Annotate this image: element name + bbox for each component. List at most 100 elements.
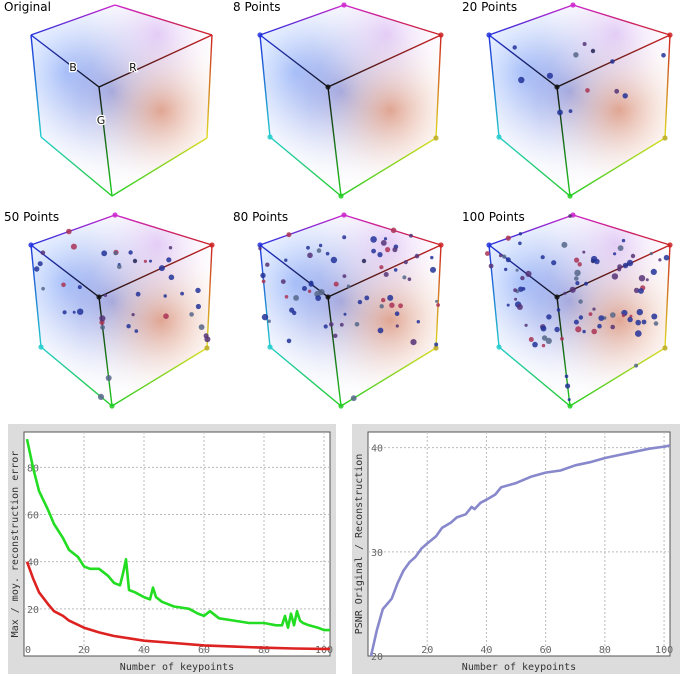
cube-edge: [664, 34, 671, 139]
cube-edge: [488, 4, 574, 36]
cube-edge: [327, 244, 442, 298]
color-sample-point: [149, 259, 152, 263]
color-sample-point: [626, 259, 634, 267]
color-sample-point: [433, 135, 439, 141]
color-sample-point: [582, 250, 586, 254]
cube-title: 80 Points: [233, 210, 289, 224]
color-sample-point: [109, 403, 115, 409]
color-sample-point: [578, 299, 583, 304]
cube-edge: [488, 244, 500, 348]
color-sample-point: [131, 313, 135, 317]
color-sample-point: [361, 258, 367, 264]
color-sample-point: [409, 233, 413, 238]
cube-axis-label-r: R: [129, 61, 137, 74]
color-sample-point: [577, 262, 582, 267]
color-sample-point: [286, 338, 292, 344]
color-sample-point: [96, 294, 102, 300]
color-sample-point: [339, 322, 344, 327]
color-sample-point: [641, 319, 647, 325]
color-sample-point: [506, 303, 510, 307]
rgb-cube-original: B R G: [30, 4, 213, 197]
color-sample-point: [545, 337, 552, 344]
color-sample-point: [663, 254, 670, 261]
cube-edge: [259, 214, 345, 246]
y-tick-label: 40: [27, 558, 39, 569]
cube-edge: [259, 4, 345, 36]
x-tick-label: 40: [138, 645, 150, 656]
color-sample-point: [435, 299, 439, 303]
cube-edge: [343, 4, 442, 36]
cube-panel-50-points: 50 Points: [0, 210, 229, 416]
cube-edge: [572, 214, 671, 246]
color-sample-point: [438, 32, 444, 38]
color-sample-point: [393, 268, 398, 272]
cube-edge: [498, 136, 571, 197]
color-sample-point: [569, 286, 576, 293]
color-sample-point: [638, 275, 646, 282]
color-sample-point: [341, 2, 347, 8]
color-sample-point: [560, 336, 564, 341]
color-sample-point: [504, 267, 508, 272]
color-sample-point: [532, 341, 538, 348]
color-sample-point: [410, 339, 417, 346]
color-sample-point: [574, 257, 580, 263]
color-sample-point: [634, 363, 639, 368]
cube-volume-shading: [489, 215, 670, 406]
x-tick-label: 20: [78, 645, 90, 656]
cube-edge: [569, 137, 666, 197]
color-sample-point: [168, 274, 175, 281]
color-sample-point: [267, 319, 271, 323]
color-sample-point: [438, 242, 444, 248]
color-sample-point: [41, 286, 45, 291]
color-sample-point: [436, 303, 440, 307]
color-sample-point: [267, 134, 273, 140]
cube-edge: [259, 34, 271, 138]
color-sample-point: [370, 236, 377, 243]
color-sample-point: [574, 276, 579, 281]
cube-edge: [30, 4, 116, 36]
rgb-cube-80-points: [257, 212, 444, 409]
color-sample-point: [77, 285, 82, 290]
x-axis-label: Number of keypoints: [120, 662, 234, 673]
color-sample-point: [617, 267, 622, 272]
color-sample-point: [520, 275, 525, 281]
color-sample-point: [62, 310, 67, 315]
color-sample-point: [307, 252, 313, 259]
x-tick-label: 80: [258, 645, 270, 656]
color-sample-point: [330, 256, 338, 264]
cube-edge: [498, 346, 571, 407]
color-sample-point: [554, 84, 560, 90]
rgb-cube-8-points: [257, 2, 444, 199]
color-sample-point: [617, 245, 624, 251]
cube-edge: [30, 244, 42, 348]
color-sample-point: [315, 295, 322, 301]
cube-panel-80-points: 80 Points: [229, 210, 458, 416]
x-tick-label: 20: [421, 645, 433, 656]
color-sample-point: [546, 72, 553, 79]
color-sample-point: [72, 310, 76, 314]
color-sample-point: [649, 252, 653, 256]
cube-edge: [572, 4, 671, 36]
cube-edge: [269, 346, 342, 407]
color-sample-point: [667, 32, 673, 38]
color-sample-point: [112, 212, 118, 218]
color-sample-point: [381, 297, 386, 303]
color-sample-point: [518, 241, 522, 246]
color-sample-point: [158, 265, 165, 272]
series-line: [369, 444, 671, 657]
color-sample-point: [101, 250, 108, 257]
color-sample-point: [524, 323, 528, 327]
cube-edge: [488, 244, 558, 298]
plot-area: [367, 431, 671, 657]
color-sample-point: [66, 228, 72, 235]
color-sample-point: [100, 325, 105, 330]
series-line: [25, 561, 330, 651]
cube-title: 100 Points: [462, 210, 525, 224]
color-sample-point: [525, 270, 532, 277]
color-sample-point: [113, 250, 118, 256]
color-sample-point: [180, 291, 185, 296]
color-sample-point: [350, 395, 357, 402]
color-sample-point: [385, 247, 391, 253]
color-sample-point: [658, 258, 662, 262]
color-sample-point: [502, 254, 507, 259]
